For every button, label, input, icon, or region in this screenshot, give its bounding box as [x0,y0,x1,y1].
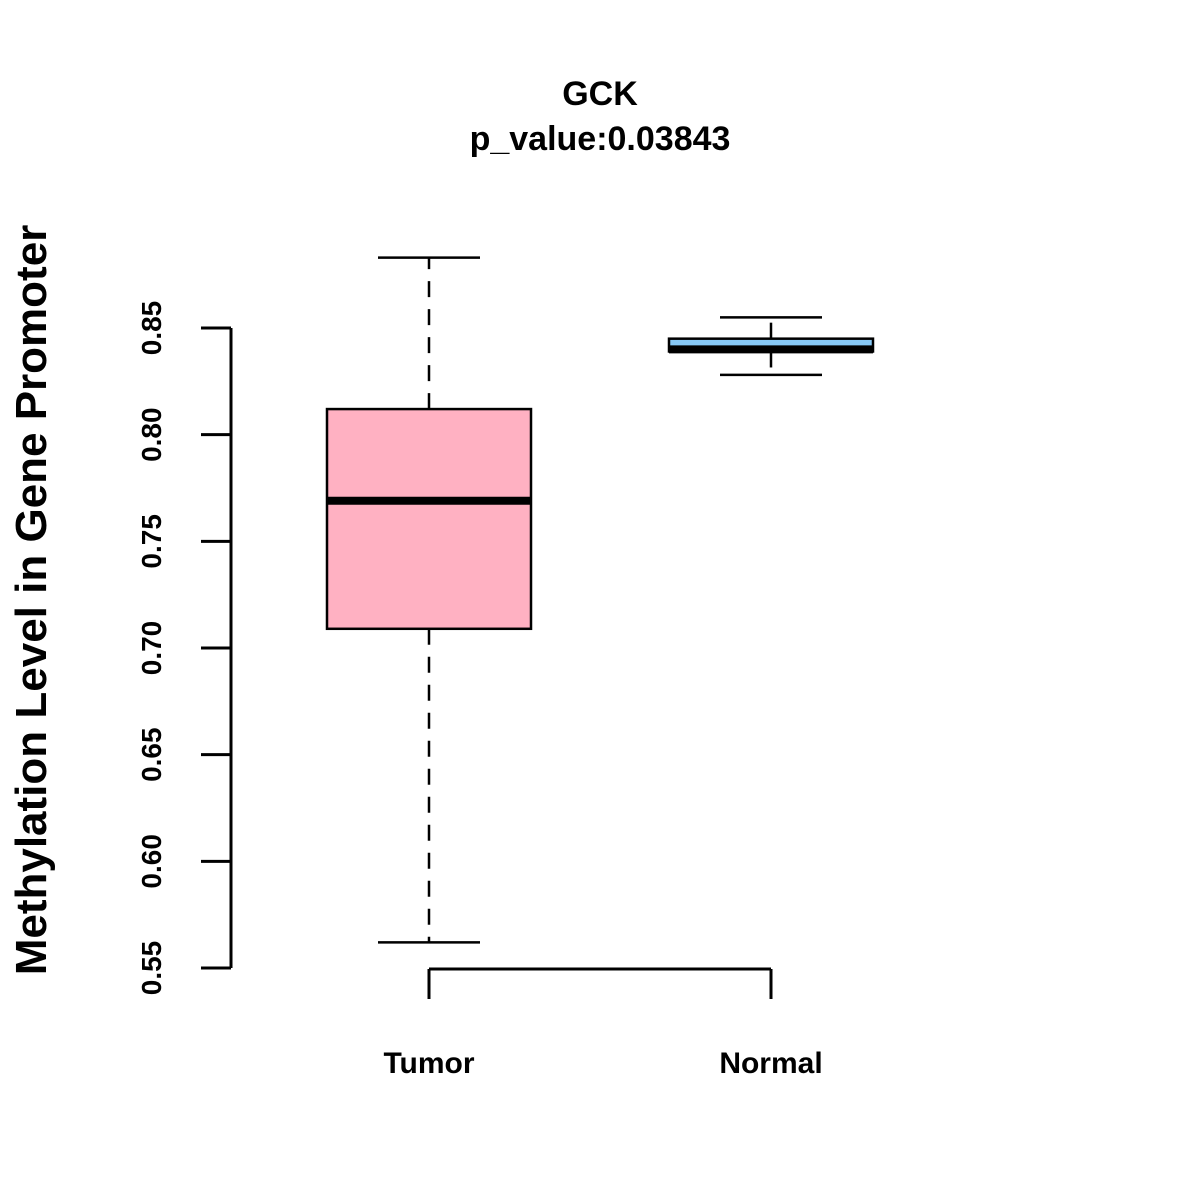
iqr-box [325,407,533,631]
y-axis-label: Methylation Level in Gene Promoter [7,225,56,976]
y-tick-label: 0.55 [136,941,167,996]
box-normal [667,316,875,377]
x-axis: Tumor Normal [383,967,823,1080]
y-tick-label: 0.60 [136,834,167,889]
box-tumor [325,256,533,944]
y-axis: 0.55 0.60 0.65 0.70 0.75 0.80 0.85 [136,301,233,996]
y-tick-label: 0.70 [136,621,167,676]
y-tick-label: 0.85 [136,301,167,356]
x-tick-label: Normal [719,1047,822,1080]
chart-subtitle: p_value:0.03843 [470,120,731,158]
y-tick-label: 0.75 [136,514,167,569]
chart-title: GCK [562,75,638,113]
boxes-group [325,256,875,944]
x-tick-label: Tumor [383,1047,474,1080]
y-tick-label: 0.65 [136,727,167,782]
y-tick-label: 0.80 [136,407,167,462]
